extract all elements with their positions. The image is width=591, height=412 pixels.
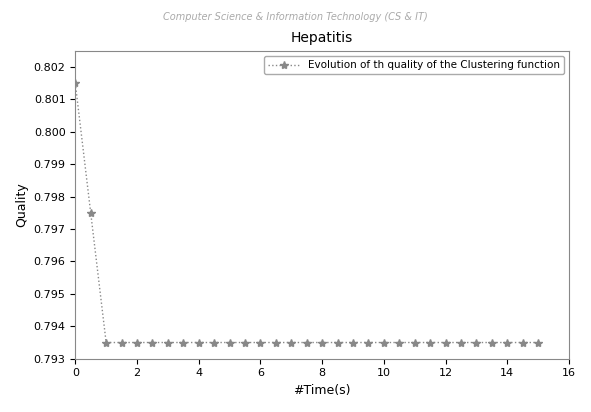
Evolution of th quality of the Clustering function (72, 81, 79, 86)
Evolution of th quality of the Clustering function (272, 340, 280, 345)
X-axis label: #Time(s): #Time(s) (293, 384, 351, 397)
Evolution of th quality of the Clustering function (365, 340, 372, 345)
Text: Computer Science & Information Technology (CS & IT): Computer Science & Information Technolog… (163, 12, 428, 22)
Evolution of th quality of the Clustering function (334, 340, 341, 345)
Evolution of th quality of the Clustering function (118, 340, 125, 345)
Evolution of th quality of the Clustering function (504, 340, 511, 345)
Evolution of th quality of the Clustering function (442, 340, 449, 345)
Y-axis label: Quality: Quality (15, 183, 28, 227)
Evolution of th quality of the Clustering function (303, 340, 310, 345)
Evolution of th quality of the Clustering function (134, 340, 141, 345)
Legend: Evolution of th quality of the Clustering function: Evolution of th quality of the Clusterin… (264, 56, 564, 74)
Evolution of th quality of the Clustering function (535, 340, 542, 345)
Evolution of th quality of the Clustering function (349, 340, 356, 345)
Evolution of th quality of the Clustering function (103, 340, 110, 345)
Evolution of th quality of the Clustering function (87, 211, 94, 215)
Evolution of th quality of the Clustering function (427, 340, 434, 345)
Evolution of th quality of the Clustering function (319, 340, 326, 345)
Evolution of th quality of the Clustering function (488, 340, 495, 345)
Evolution of th quality of the Clustering function (457, 340, 465, 345)
Evolution of th quality of the Clustering function (226, 340, 233, 345)
Evolution of th quality of the Clustering function (380, 340, 387, 345)
Evolution of th quality of the Clustering function (396, 340, 403, 345)
Evolution of th quality of the Clustering function (519, 340, 526, 345)
Evolution of th quality of the Clustering function (288, 340, 295, 345)
Evolution of th quality of the Clustering function (411, 340, 418, 345)
Evolution of th quality of the Clustering function (210, 340, 217, 345)
Evolution of th quality of the Clustering function (195, 340, 202, 345)
Evolution of th quality of the Clustering function (257, 340, 264, 345)
Evolution of th quality of the Clustering function (180, 340, 187, 345)
Evolution of th quality of the Clustering function (164, 340, 171, 345)
Evolution of th quality of the Clustering function (242, 340, 249, 345)
Evolution of th quality of the Clustering function (149, 340, 156, 345)
Line: Evolution of th quality of the Clustering function: Evolution of th quality of the Clusterin… (71, 79, 543, 346)
Evolution of th quality of the Clustering function (473, 340, 480, 345)
Title: Hepatitis: Hepatitis (291, 31, 353, 45)
